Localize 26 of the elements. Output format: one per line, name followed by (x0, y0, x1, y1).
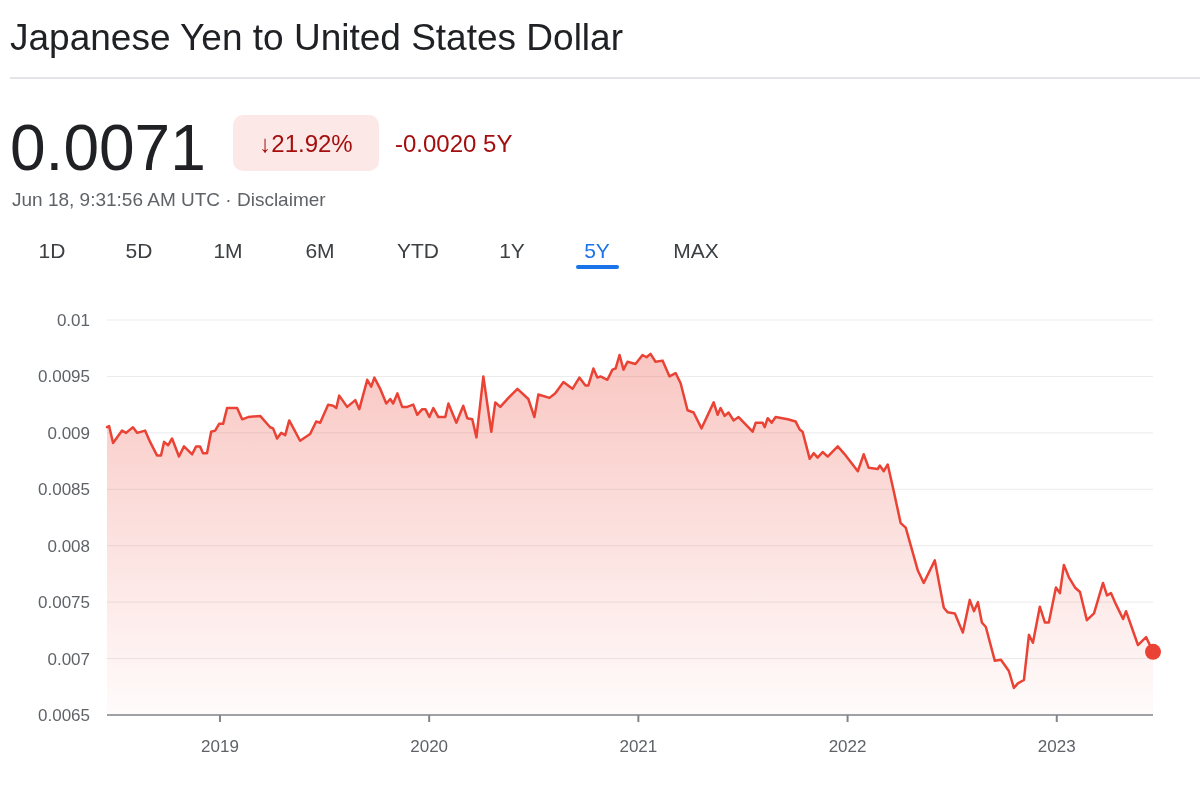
x-tick-label: 2023 (1037, 737, 1076, 756)
text: ↓21.92% (259, 130, 353, 157)
text: Jun 18, 9:31:56 AM UTC · Disclaimer (12, 189, 327, 210)
text: 6M (305, 239, 335, 262)
x-tick-label: 2019 (201, 737, 239, 756)
y-tick-label: 0.01 (56, 310, 90, 330)
text: 1D (38, 239, 66, 262)
text: MAX (673, 239, 719, 262)
y-tick-label: 0.0085 (38, 480, 90, 500)
x-tick-label: 2022 (828, 737, 867, 756)
text: 1M (213, 239, 243, 262)
text: 5Y (584, 239, 610, 262)
y-tick-label: 0.0075 (38, 593, 90, 613)
x-tick-label: 2020 (410, 737, 449, 756)
y-tick-label: 0.008 (47, 536, 90, 556)
text: 0.0071 (10, 112, 206, 184)
y-tick-label: 0.0095 (38, 367, 90, 387)
text: 1Y (499, 239, 525, 262)
text: -0.0020 5Y (395, 130, 513, 157)
x-tick-label: 2021 (619, 737, 658, 756)
text: 5D (125, 239, 153, 262)
y-tick-label: 0.009 (47, 423, 90, 443)
chart-title: Japanese Yen to United States Dollar (10, 17, 623, 58)
y-tick-label: 0.007 (47, 649, 90, 669)
text: YTD (397, 239, 439, 262)
y-tick-label: 0.0065 (38, 705, 90, 725)
